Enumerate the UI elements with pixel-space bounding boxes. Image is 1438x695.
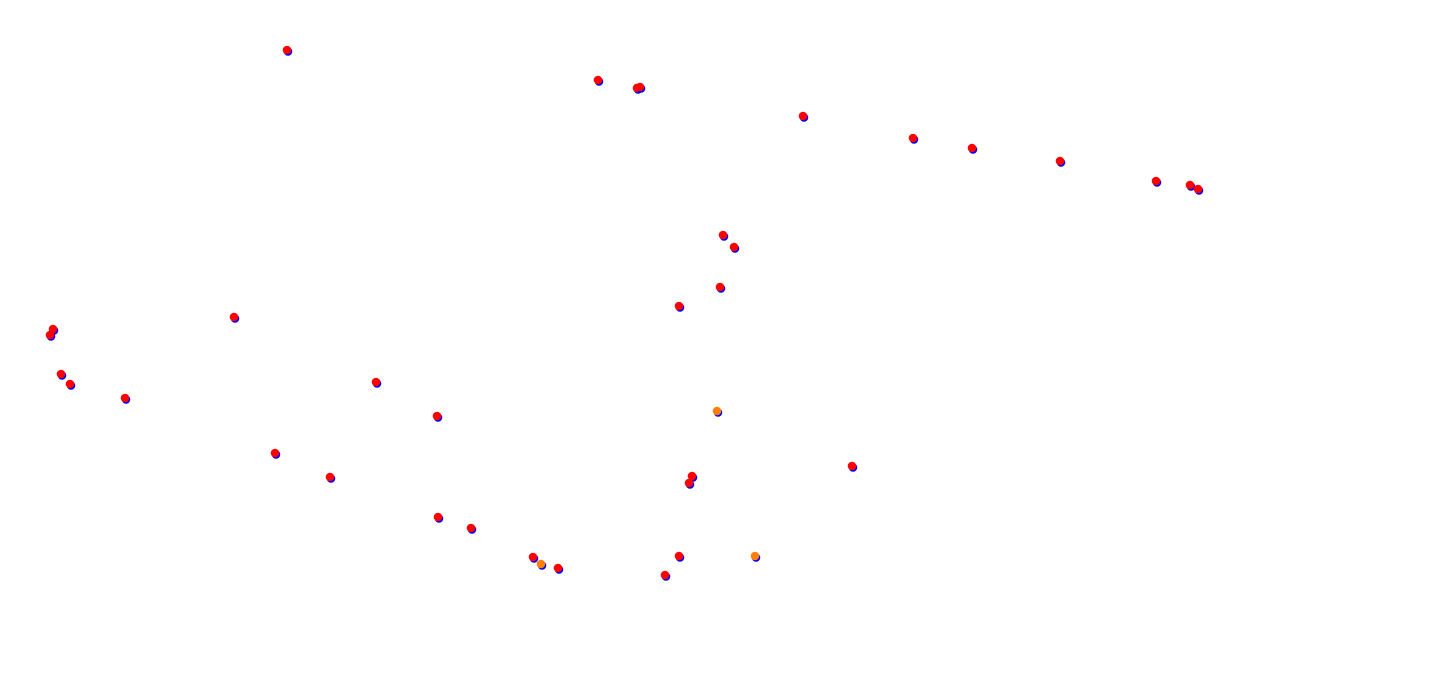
point-marker: [635, 82, 645, 92]
data-point: [593, 75, 604, 86]
point-marker: [1055, 156, 1065, 166]
point-marker: [56, 369, 66, 379]
point-marker: [65, 379, 75, 389]
data-point: [325, 472, 336, 483]
data-point: [536, 559, 547, 570]
data-point: [798, 111, 809, 122]
data-point: [282, 45, 293, 56]
data-point: [908, 133, 919, 144]
data-point: [371, 377, 382, 388]
point-marker: [718, 230, 728, 240]
point-marker: [229, 312, 239, 322]
point-marker: [45, 330, 55, 340]
data-point: [674, 301, 685, 312]
data-point: [635, 82, 646, 93]
data-point: [229, 312, 240, 323]
point-marker: [847, 461, 857, 471]
point-marker: [729, 242, 739, 252]
data-point: [967, 143, 978, 154]
point-marker: [282, 45, 292, 55]
data-point: [660, 570, 671, 581]
data-point: [750, 551, 761, 562]
point-marker: [687, 471, 697, 481]
data-point: [270, 448, 281, 459]
point-marker: [528, 552, 538, 562]
data-point: [65, 379, 76, 390]
data-point: [847, 461, 858, 472]
data-point: [729, 242, 740, 253]
point-marker: [684, 478, 694, 488]
point-marker: [433, 512, 443, 522]
point-marker: [553, 563, 563, 573]
point-marker: [712, 406, 722, 416]
data-point: [553, 563, 564, 574]
point-marker: [660, 570, 670, 580]
data-point: [1185, 180, 1196, 191]
data-point: [466, 523, 477, 534]
point-marker: [466, 523, 476, 533]
point-marker: [593, 75, 603, 85]
data-point: [715, 282, 726, 293]
point-marker: [1151, 176, 1161, 186]
point-marker: [1193, 184, 1203, 194]
point-marker: [120, 393, 130, 403]
point-marker: [270, 448, 280, 458]
point-marker: [674, 301, 684, 311]
point-marker: [967, 143, 977, 153]
data-point: [1151, 176, 1162, 187]
point-marker: [798, 111, 808, 121]
point-marker: [908, 133, 918, 143]
data-point: [718, 230, 729, 241]
data-point: [1055, 156, 1066, 167]
point-marker: [715, 282, 725, 292]
point-marker: [750, 551, 760, 561]
data-point: [528, 552, 539, 563]
data-point: [432, 411, 443, 422]
point-marker: [536, 559, 546, 569]
point-marker: [432, 411, 442, 421]
data-point: [56, 369, 67, 380]
data-point: [1193, 184, 1204, 195]
point-marker: [674, 551, 684, 561]
data-point: [120, 393, 131, 404]
data-point: [674, 551, 685, 562]
data-point: [433, 512, 444, 523]
point-marker: [1185, 180, 1195, 190]
data-point: [684, 478, 695, 489]
data-point: [712, 406, 723, 417]
point-marker: [325, 472, 335, 482]
point-marker: [371, 377, 381, 387]
data-point: [45, 330, 56, 341]
